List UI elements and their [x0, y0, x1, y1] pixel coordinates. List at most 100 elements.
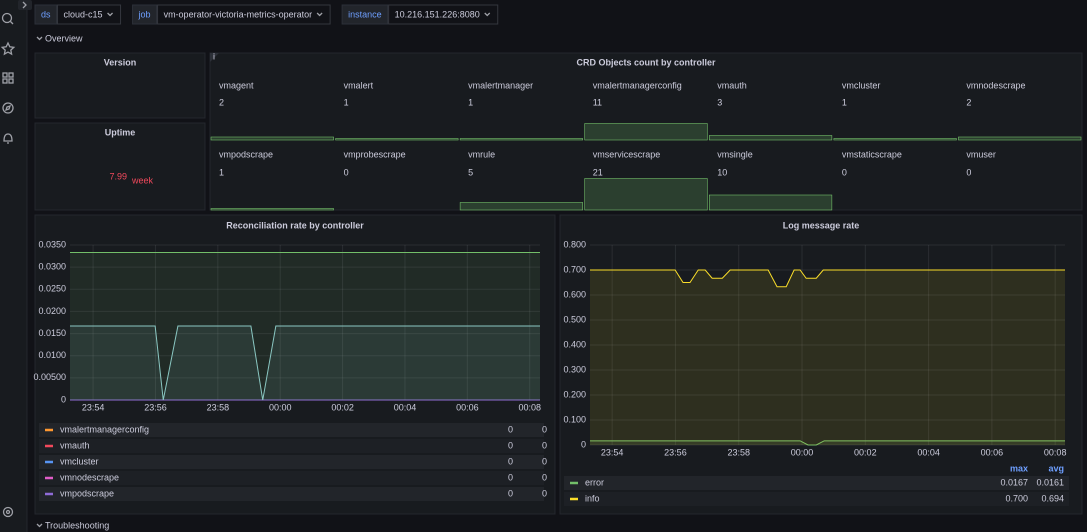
legend-label[interactable]: vmauth: [60, 440, 90, 450]
variable-value[interactable]: cloud-c15: [64, 9, 103, 19]
stat-value: 1: [842, 97, 847, 107]
legend-row[interactable]: [39, 455, 544, 469]
x-tick-label: 23:56: [144, 402, 167, 412]
panel-title: Version: [104, 57, 137, 67]
stat-value: 1: [219, 167, 224, 177]
legend-label[interactable]: vmnodescrape: [60, 472, 119, 482]
stat-sparkline: [708, 135, 833, 141]
legend-header: avg: [1048, 463, 1064, 473]
variable-select[interactable]: [57, 4, 122, 25]
stat-sparkline: [335, 138, 459, 141]
dashboards-icon[interactable]: [2, 72, 14, 84]
legend-value: 0: [542, 424, 547, 434]
explore-icon[interactable]: [2, 102, 14, 114]
stat-value: 2: [966, 97, 971, 107]
y-tick-label: 0.200: [563, 389, 586, 399]
x-tick-label: 00:04: [917, 447, 940, 457]
stat-label: vmcluster: [842, 80, 881, 90]
variable-select[interactable]: [157, 4, 331, 25]
y-tick-label: 0: [61, 394, 66, 404]
stat-label: vmrule: [468, 149, 495, 159]
legend-label[interactable]: vmcluster: [60, 456, 99, 466]
variable-select[interactable]: [388, 4, 499, 25]
y-tick-label: 0.700: [563, 264, 586, 274]
row-title[interactable]: Overview: [45, 33, 83, 43]
y-tick-label: 0.00500: [33, 372, 66, 382]
x-tick-label: 23:58: [207, 402, 230, 412]
starred-icon[interactable]: [0, 41, 16, 56]
row-chevron[interactable]: [36, 36, 43, 41]
y-tick-label: 0.500: [563, 314, 586, 324]
stat-unit: week: [131, 175, 154, 185]
variable-label: instance: [348, 9, 382, 19]
legend-label[interactable]: vmpodscrape: [60, 488, 114, 498]
legend-value: 0: [542, 456, 547, 466]
stat-label: vmservicescrape: [593, 149, 661, 159]
row-chevron[interactable]: [36, 523, 43, 528]
legend-value: 0: [508, 424, 513, 434]
legend-value: 0.0167: [1000, 477, 1028, 487]
stat-label: vmauth: [717, 80, 747, 90]
stat-sparkline: [958, 136, 1082, 141]
variable-chevron[interactable]: [316, 12, 323, 17]
expand-icon[interactable]: [22, 1, 27, 9]
legend-value: 0.0161: [1036, 477, 1064, 487]
settings-icon[interactable]: [2, 506, 14, 518]
area: [590, 270, 1065, 445]
legend-value: 0.694: [1041, 493, 1064, 503]
x-tick-label: 00:00: [269, 402, 292, 412]
legend-row[interactable]: [39, 439, 544, 453]
stat-sparkline: [459, 138, 584, 141]
stat-sparkline: [210, 208, 334, 211]
legend-value: 0: [542, 488, 547, 498]
legend-value: 0: [508, 456, 513, 466]
legend-value: 0: [508, 488, 513, 498]
y-tick-label: 0.0350: [38, 239, 66, 249]
legend-label[interactable]: info: [585, 493, 600, 503]
x-tick-label: 00:02: [331, 402, 354, 412]
legend-label[interactable]: vmalertmanagerconfig: [60, 424, 149, 434]
x-tick-label: 00:00: [791, 447, 814, 457]
legend-label[interactable]: error: [585, 477, 604, 487]
stat-value: 10: [717, 167, 727, 177]
stat-sparkline: [833, 138, 957, 141]
sidebar: [0, 0, 27, 532]
panel: [34, 122, 206, 211]
info-corner: [210, 53, 219, 62]
area: [590, 440, 1065, 445]
stat-value: 5: [468, 167, 473, 177]
variable-value[interactable]: 10.216.151.226:8080: [395, 9, 480, 19]
panel-title: CRD Objects count by controller: [576, 57, 716, 67]
stat-value: 1: [468, 97, 473, 107]
stat-sparkline: [708, 194, 833, 211]
stat-label: vmuser: [966, 149, 996, 159]
variable-chevron[interactable]: [484, 12, 491, 17]
stat-sparkline: [584, 123, 708, 141]
legend-row[interactable]: [564, 476, 1069, 490]
line: [590, 440, 1065, 446]
y-tick-label: 0.400: [563, 339, 586, 349]
legend-row[interactable]: [39, 487, 544, 501]
expand-button[interactable]: [18, 0, 32, 10]
stat-value: 21: [593, 167, 603, 177]
variable-chevron[interactable]: [107, 12, 114, 17]
x-tick-label: 23:54: [82, 402, 105, 412]
row-title[interactable]: Troubleshooting: [45, 520, 109, 530]
variable-label: ds: [41, 9, 51, 19]
x-tick-label: 23:58: [727, 447, 750, 457]
legend-value: 0.700: [1005, 493, 1028, 503]
stat-value: 0: [966, 167, 971, 177]
variable-value[interactable]: vm-operator-victoria-metrics-operator: [164, 9, 313, 19]
x-tick-label: 00:08: [518, 402, 541, 412]
legend-row[interactable]: [39, 423, 544, 437]
stat-label: vmprobescrape: [344, 149, 406, 159]
stat-value: 2: [219, 97, 224, 107]
search-icon[interactable]: [1, 12, 14, 25]
x-tick-label: 00:08: [1044, 447, 1067, 457]
legend-row[interactable]: [564, 492, 1069, 506]
alerting-icon[interactable]: [3, 133, 13, 144]
panel: [559, 214, 1083, 515]
stat-value: 0: [344, 167, 349, 177]
stat-value: 11: [593, 97, 602, 107]
